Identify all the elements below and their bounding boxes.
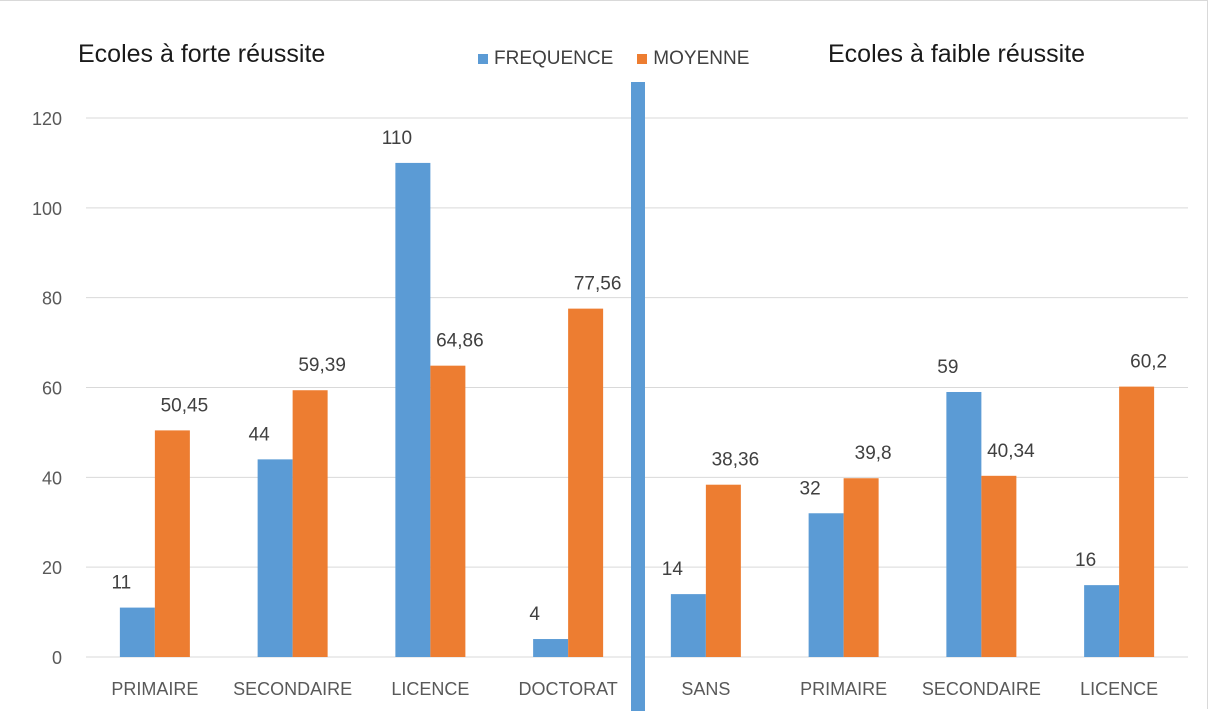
y-tick-label: 100 — [32, 199, 62, 219]
data-label-frequence: 110 — [382, 128, 412, 149]
bar-frequence — [119, 607, 155, 657]
category-label: PRIMAIRE — [800, 679, 887, 699]
data-label-moyenne: 59,39 — [298, 355, 346, 376]
bar-moyenne — [981, 475, 1017, 657]
legend-label-frequence: FREQUENCE — [494, 48, 614, 69]
category-label: SECONDAIRE — [922, 679, 1041, 699]
legend: FREQUENCE MOYENNE — [478, 48, 773, 70]
data-label-frequence: 32 — [800, 478, 821, 499]
category-label: LICENCE — [391, 679, 469, 699]
bar-moyenne — [568, 308, 604, 657]
bar-moyenne — [843, 478, 879, 657]
data-label-moyenne: 50,45 — [161, 395, 209, 416]
data-label-moyenne: 39,8 — [855, 443, 892, 464]
bar-moyenne — [154, 430, 190, 657]
bar-frequence — [1084, 585, 1120, 657]
bar-frequence — [808, 513, 844, 657]
y-tick-label: 60 — [42, 379, 62, 399]
bar-moyenne — [430, 365, 466, 657]
legend-item-moyenne: MOYENNE — [637, 48, 749, 70]
data-label-frequence: 14 — [662, 559, 684, 580]
heading-left: Ecoles à forte réussite — [78, 40, 326, 68]
data-label-moyenne: 64,86 — [436, 331, 484, 352]
y-tick-label: 40 — [42, 468, 62, 488]
data-label-frequence: 16 — [1075, 550, 1096, 571]
y-tick-label: 80 — [42, 289, 62, 309]
data-label-frequence: 4 — [529, 604, 540, 625]
data-label-frequence: 11 — [112, 573, 132, 594]
bar-moyenne — [705, 484, 741, 657]
y-tick-label: 0 — [52, 648, 62, 668]
category-label: LICENCE — [1080, 679, 1158, 699]
bar-frequence — [395, 162, 431, 657]
bar-frequence — [257, 459, 293, 657]
y-tick-label: 20 — [42, 558, 62, 578]
category-label: PRIMAIRE — [111, 679, 198, 699]
data-label-moyenne: 38,36 — [712, 450, 760, 471]
legend-swatch-moyenne — [637, 54, 648, 64]
legend-item-frequence: FREQUENCE — [478, 48, 613, 70]
bar-moyenne — [1119, 386, 1155, 657]
legend-label-moyenne: MOYENNE — [653, 48, 750, 69]
category-label: SANS — [681, 679, 730, 699]
data-label-moyenne: 60,2 — [1130, 352, 1167, 373]
bar-frequence — [533, 639, 569, 657]
bar-frequence — [670, 594, 706, 657]
category-label: SECONDAIRE — [233, 679, 352, 699]
legend-swatch-frequence — [478, 54, 488, 64]
heading-right: Ecoles à faible réussite — [828, 40, 1086, 68]
bar-frequence — [946, 391, 982, 657]
group-divider — [631, 82, 645, 711]
data-label-frequence: 44 — [249, 424, 271, 445]
category-label: DOCTORAT — [518, 679, 617, 699]
data-label-moyenne: 77,56 — [574, 274, 622, 295]
y-tick-label: 120 — [32, 109, 62, 129]
data-label-frequence: 59 — [937, 357, 958, 378]
data-label-moyenne: 40,34 — [987, 441, 1035, 462]
bar-moyenne — [292, 390, 328, 657]
